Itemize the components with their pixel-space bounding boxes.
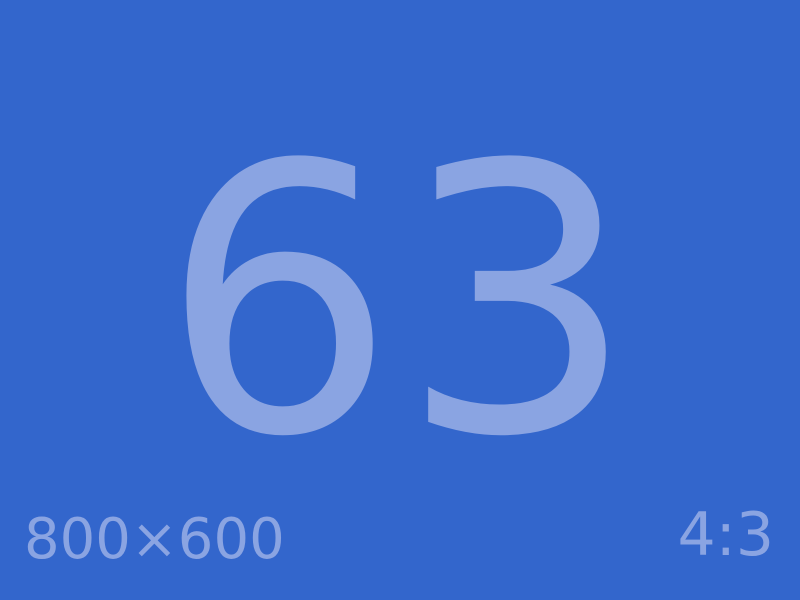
aspect-ratio-label: 4:3 (677, 500, 774, 570)
big-number: 63 (160, 88, 640, 518)
dimensions-label: 800×600 (24, 507, 285, 572)
